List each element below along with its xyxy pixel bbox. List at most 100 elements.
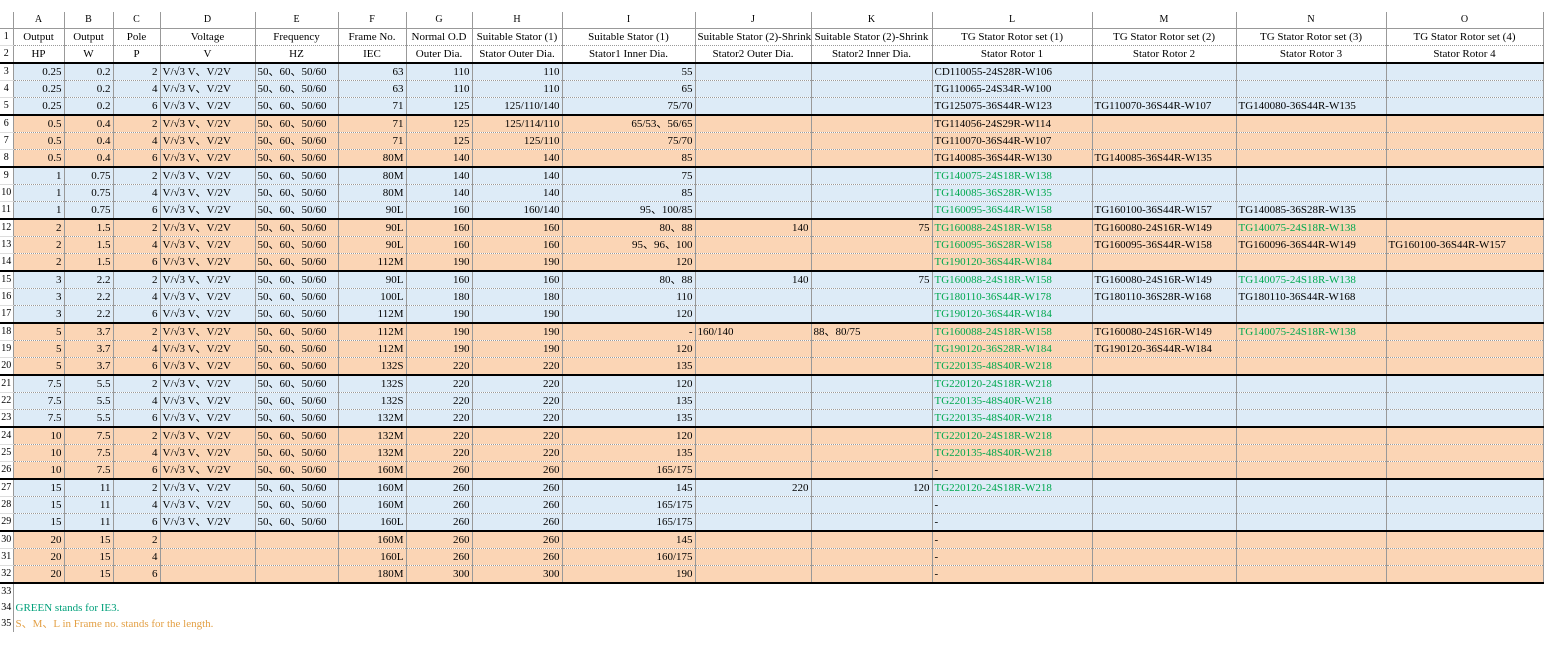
data-cell <box>695 531 812 549</box>
data-cell <box>1386 201 1544 220</box>
data-cell: 50、60、50/60 <box>255 236 339 254</box>
data-cell <box>811 531 933 549</box>
data-cell: 160M <box>338 479 407 497</box>
data-cell: 50、60、50/60 <box>255 427 339 445</box>
data-cell: 300 <box>406 565 473 584</box>
data-cell: 7.5 <box>64 461 114 480</box>
data-cell: 160 <box>472 219 563 237</box>
data-cell: 132M <box>338 409 407 428</box>
data-cell: 112M <box>338 340 407 358</box>
data-cell <box>695 340 812 358</box>
data-cell: 5 <box>13 340 65 358</box>
data-cell: V/√3 V、V/2V <box>160 97 256 116</box>
data-cell: 4 <box>113 392 161 410</box>
data-row: 31 20 15 4 160L 260 260 160/175- <box>0 548 1544 566</box>
data-cell: 11 <box>64 479 114 497</box>
data-cell <box>1092 479 1237 497</box>
data-cell <box>1236 427 1387 445</box>
data-cell <box>811 461 933 480</box>
data-cell <box>1092 375 1237 393</box>
data-cell <box>695 115 812 133</box>
data-cell: 75 <box>562 167 696 185</box>
data-cell: 5 <box>13 323 65 341</box>
header-cell: Suitable Stator (2)-Shrink <box>811 28 933 46</box>
data-cell <box>1236 375 1387 393</box>
data-cell: V/√3 V、V/2V <box>160 305 256 324</box>
data-cell: TG140085-36S28R-W135 <box>932 184 1093 202</box>
data-cell: TG114056-24S29R-W114 <box>932 115 1093 133</box>
row-number: 33 <box>0 583 14 600</box>
row-number: 29 <box>0 513 14 532</box>
data-cell: 0.75 <box>64 184 114 202</box>
data-cell: 220 <box>472 392 563 410</box>
data-cell <box>1236 340 1387 358</box>
data-cell: 140 <box>695 219 812 237</box>
data-cell: 140 <box>406 184 473 202</box>
header-cell: W <box>64 45 114 64</box>
data-cell: 50、60、50/60 <box>255 184 339 202</box>
empty-cell <box>64 583 113 600</box>
data-cell: 50、60、50/60 <box>255 63 339 81</box>
data-cell: 10 <box>13 427 65 445</box>
data-cell: 0.5 <box>13 149 65 168</box>
data-cell <box>1386 132 1544 150</box>
data-cell: 50、60、50/60 <box>255 340 339 358</box>
data-row: 30 20 15 2 160M 260 260 145- <box>0 531 1544 549</box>
data-cell: 85 <box>562 149 696 168</box>
data-cell <box>695 305 812 324</box>
header-cell: Stator Rotor 2 <box>1092 45 1237 64</box>
data-cell: 15 <box>13 479 65 497</box>
data-cell: 20 <box>13 531 65 549</box>
data-cell: 3 <box>13 271 65 289</box>
data-cell: 10 <box>13 461 65 480</box>
note-row: 35 S、M、L in Frame no. stands for the leng… <box>0 616 1543 632</box>
data-cell: 125 <box>406 132 473 150</box>
data-cell: 2 <box>113 219 161 237</box>
data-cell: - <box>932 548 1093 566</box>
header-cell: Pole <box>113 28 161 46</box>
data-cell <box>1386 548 1544 566</box>
row-number: 10 <box>0 184 14 202</box>
data-cell: V/√3 V、V/2V <box>160 149 256 168</box>
data-cell: 220 <box>406 392 473 410</box>
data-cell: 65/53、56/65 <box>562 115 696 133</box>
data-cell: 110 <box>472 63 563 81</box>
data-cell: TG160080-24S16R-W149 <box>1092 323 1237 341</box>
data-cell: V/√3 V、V/2V <box>160 80 256 98</box>
header-cell: IEC <box>338 45 407 64</box>
data-cell: 160M <box>338 461 407 480</box>
data-cell <box>255 565 339 584</box>
data-cell <box>811 132 933 150</box>
data-cell <box>1386 288 1544 306</box>
data-cell <box>1092 184 1237 202</box>
data-cell <box>811 167 933 185</box>
row-number: 7 <box>0 132 14 150</box>
header-cell: Suitable Stator (1) <box>562 28 696 46</box>
row-number: 2 <box>0 45 14 64</box>
data-cell: 75 <box>811 271 933 289</box>
data-cell: 4 <box>113 80 161 98</box>
data-cell: 120 <box>562 305 696 324</box>
data-cell: 15 <box>64 531 114 549</box>
data-cell: 160 <box>406 271 473 289</box>
data-cell: 190 <box>406 323 473 341</box>
data-cell: 71 <box>338 97 407 116</box>
row-number: 19 <box>0 340 14 358</box>
data-cell: 80M <box>338 167 407 185</box>
row-number: 12 <box>0 219 14 237</box>
data-cell: 220 <box>406 357 473 376</box>
data-cell: 80、88 <box>562 271 696 289</box>
row-number: 13 <box>0 236 14 254</box>
data-cell <box>811 548 933 566</box>
data-row: 4 0.25 0.2 4 V/√3 V、V/2V 50、60、50/60 63 110 110 6… <box>0 80 1544 98</box>
data-cell: V/√3 V、V/2V <box>160 63 256 81</box>
data-cell: TG160080-24S16R-W149 <box>1092 219 1237 237</box>
data-cell: 260 <box>472 548 563 566</box>
data-cell: 80M <box>338 149 407 168</box>
data-cell <box>695 392 812 410</box>
data-cell: 15 <box>64 565 114 584</box>
data-cell: 145 <box>562 479 696 497</box>
data-cell: TG190120-36S28R-W184 <box>932 340 1093 358</box>
row-number: 14 <box>0 253 14 272</box>
